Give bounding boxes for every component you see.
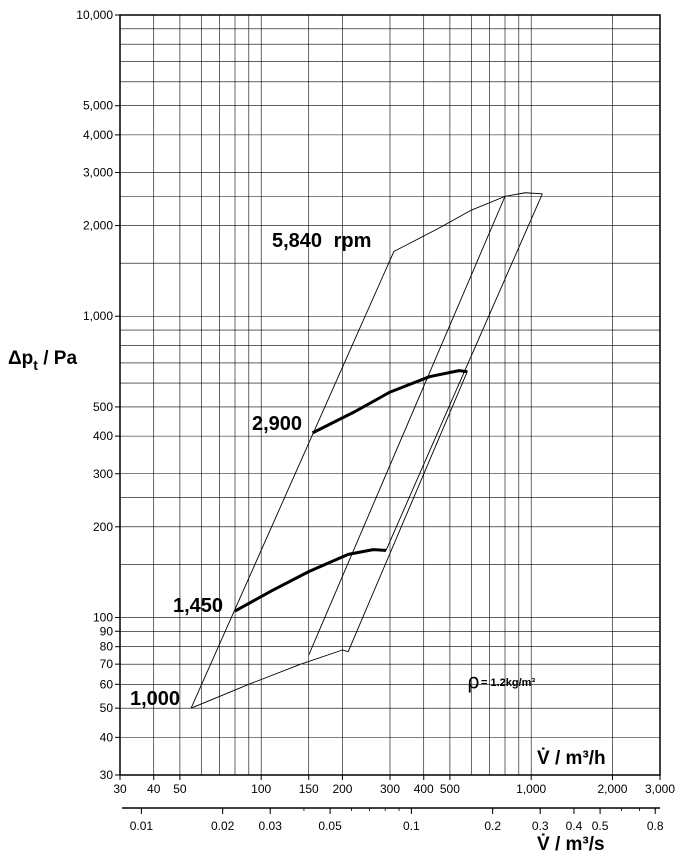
x-axis-label-m3s: V̇ / m³/s — [537, 833, 605, 855]
x2-tick-label: 0.1 — [403, 819, 420, 833]
x-tick-label: 500 — [440, 782, 460, 796]
density-annotation: ρ = 1.2kg/m³ — [467, 669, 535, 693]
y-tick-label: 400 — [93, 429, 113, 443]
x-tick-label: 2,000 — [597, 782, 627, 796]
x-tick-label: 30 — [113, 782, 127, 796]
curve-label-1450: 1,450 — [173, 595, 223, 617]
y-tick-label: 1,000 — [83, 309, 113, 323]
y-tick-label: 4,000 — [83, 128, 113, 142]
y-tick-label: 30 — [100, 768, 114, 782]
curve-labels: 1,000 1,450 2,900 5,840 rpm — [130, 230, 371, 710]
x-tick-label: 3,000 — [645, 782, 675, 796]
y-tick-label: 5,000 — [83, 99, 113, 113]
speed-curve — [234, 548, 387, 613]
x-tick-label: 1,000 — [516, 782, 546, 796]
envelope-line — [347, 371, 468, 652]
x-tick-label: 200 — [332, 782, 352, 796]
y-tick-label: 300 — [93, 467, 113, 481]
envelope-line — [308, 196, 506, 656]
y-tick-label: 500 — [93, 400, 113, 414]
y-tick-label: 60 — [100, 677, 114, 691]
y-tick-label: 100 — [93, 610, 113, 624]
x-axis-label-m3h: V̇ / m³/h — [537, 747, 606, 769]
speed-curve — [190, 649, 349, 709]
x-tick-label: 50 — [173, 782, 187, 796]
y-axis-label: Δpt / Pa — [8, 348, 77, 373]
x2-tick-label: 0.01 — [130, 819, 154, 833]
curve-label-5840: 5,840 rpm — [272, 230, 371, 252]
x2-tick-label: 0.03 — [259, 819, 283, 833]
y-tick-label: 3,000 — [83, 166, 113, 180]
speed-curves — [190, 192, 543, 709]
svg-text:= 1.2kg/m³: = 1.2kg/m³ — [481, 677, 535, 689]
y-tick-label: 200 — [93, 520, 113, 534]
envelope-line — [190, 251, 395, 709]
y-tick-label: 80 — [100, 640, 114, 654]
x2-tick-label: 0.2 — [484, 819, 501, 833]
x-tick-label: 40 — [147, 782, 161, 796]
y-tick-label: 10,000 — [76, 8, 113, 22]
x2-tick-label: 0.3 — [532, 819, 549, 833]
x2-tick-label: 0.02 — [211, 819, 235, 833]
y-tick-label: 50 — [100, 701, 114, 715]
speed-curve — [311, 369, 468, 435]
y-tick-label: 90 — [100, 624, 114, 638]
x2-tick-label: 0.05 — [318, 819, 342, 833]
x2-tick-label: 0.5 — [592, 819, 609, 833]
y-tick-label: 40 — [100, 730, 114, 744]
svg-text:Δpt / Pa: Δpt / Pa — [8, 348, 77, 373]
x-tick-label: 400 — [414, 782, 434, 796]
secondary-x-axis-ticks: 0.01 0.02 0.03 0.05 0.1 0.2 0.3 0.4 0.5 0.8 — [130, 808, 664, 833]
curve-label-1000: 1,000 — [130, 688, 180, 710]
y-tick-label: 2,000 — [83, 219, 113, 233]
svg-text:ρ: ρ — [467, 669, 480, 693]
x-axis-ticks: 30 40 50 100 150 200 300 400 500 1,000 2,000 3,000 — [113, 775, 675, 796]
x2-tick-label: 0.4 — [566, 819, 583, 833]
x-tick-label: 150 — [299, 782, 319, 796]
x-tick-label: 300 — [380, 782, 400, 796]
speed-curve — [393, 192, 543, 252]
x2-tick-label: 0.8 — [647, 819, 664, 833]
curve-label-2900: 2,900 — [252, 413, 302, 435]
y-tick-label: 70 — [100, 657, 114, 671]
x-tick-label: 100 — [251, 782, 271, 796]
grid-lines — [119, 14, 661, 776]
